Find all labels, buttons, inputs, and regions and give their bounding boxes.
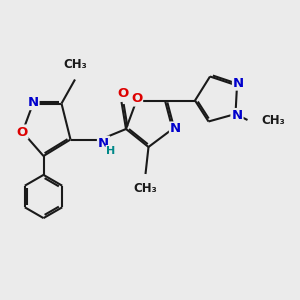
Text: N: N	[170, 122, 181, 136]
Text: CH₃: CH₃	[63, 58, 87, 71]
Text: N: N	[233, 76, 244, 90]
Text: O: O	[117, 87, 129, 100]
Text: H: H	[106, 146, 116, 156]
Text: N: N	[98, 136, 109, 150]
Text: O: O	[16, 125, 28, 139]
Text: N: N	[231, 109, 243, 122]
Text: O: O	[131, 92, 142, 106]
Text: N: N	[27, 96, 39, 109]
Text: CH₃: CH₃	[261, 113, 285, 127]
Text: CH₃: CH₃	[134, 182, 158, 195]
